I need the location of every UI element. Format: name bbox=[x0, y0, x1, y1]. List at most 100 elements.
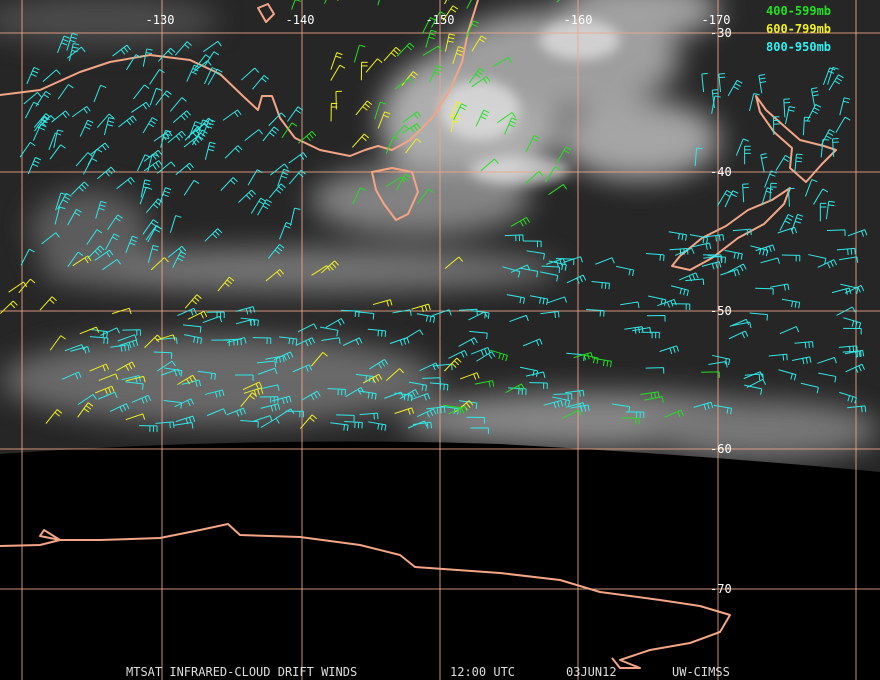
wind-barb bbox=[34, 115, 50, 132]
wind-barb bbox=[591, 281, 610, 290]
wind-barb bbox=[838, 256, 859, 263]
wind-barb bbox=[788, 187, 795, 207]
wind-barb bbox=[158, 187, 172, 205]
wind-barbs bbox=[0, 0, 868, 434]
wind-barb bbox=[818, 372, 837, 383]
wind-barb bbox=[186, 64, 200, 82]
wind-barb bbox=[778, 369, 797, 381]
wind-barb bbox=[139, 425, 158, 432]
wind-barb bbox=[750, 245, 769, 257]
wind-barb bbox=[156, 161, 176, 174]
wind-barb bbox=[75, 152, 93, 167]
wind-barb bbox=[422, 45, 442, 56]
wind-barb bbox=[458, 308, 478, 316]
wind-barb bbox=[842, 350, 862, 358]
wind-barb bbox=[335, 90, 342, 110]
wind-barb bbox=[71, 181, 89, 196]
wind-barb bbox=[416, 313, 436, 323]
wind-barb bbox=[250, 197, 267, 214]
wind-barb bbox=[840, 283, 859, 295]
wind-barb bbox=[112, 44, 131, 57]
wind-barb bbox=[269, 183, 286, 199]
wind-barb bbox=[407, 420, 428, 429]
wind-barb bbox=[448, 405, 468, 415]
wind-barb bbox=[794, 153, 803, 173]
wind-barb bbox=[426, 406, 446, 414]
wind-barb bbox=[429, 382, 449, 391]
wind-barb bbox=[143, 160, 163, 172]
wind-barb bbox=[267, 243, 285, 259]
wind-barb bbox=[566, 274, 587, 284]
wind-barb bbox=[184, 334, 203, 345]
wind-barb bbox=[94, 249, 114, 261]
wind-barb bbox=[724, 249, 743, 260]
wind-barb bbox=[836, 247, 856, 255]
wind-barb bbox=[126, 375, 146, 383]
wind-barb bbox=[845, 363, 865, 373]
wind-barb bbox=[727, 263, 747, 273]
wind-barb bbox=[819, 202, 827, 222]
wind-barb bbox=[72, 255, 92, 267]
wind-barb bbox=[425, 29, 437, 48]
footer: MTSAT INFRARED-CLOUD DRIFT WINDS 12:00 U… bbox=[126, 665, 730, 679]
wind-barb bbox=[182, 324, 202, 333]
wind-barb bbox=[670, 285, 689, 297]
wind-barb bbox=[211, 339, 230, 347]
wind-barb bbox=[172, 251, 187, 269]
wind-barb bbox=[67, 251, 84, 268]
wind-barb bbox=[718, 73, 726, 93]
lon-label: -150 bbox=[426, 13, 455, 27]
wind-barb bbox=[83, 158, 98, 175]
wind-barb bbox=[744, 384, 763, 395]
wind-barb bbox=[525, 171, 544, 184]
wind-barb bbox=[843, 327, 862, 335]
wind-barb bbox=[645, 367, 665, 374]
lat-label: -50 bbox=[710, 304, 732, 318]
wind-barb bbox=[139, 186, 153, 205]
wind-barb bbox=[265, 269, 284, 282]
wind-barb bbox=[252, 75, 269, 90]
wind-barb bbox=[257, 367, 278, 375]
wind-barb bbox=[749, 92, 760, 112]
wind-barb bbox=[160, 368, 181, 377]
wind-barb bbox=[459, 372, 480, 380]
wind-barb bbox=[341, 309, 360, 318]
wind-barb bbox=[222, 338, 242, 346]
wind-barb bbox=[794, 341, 814, 349]
wind-barb bbox=[252, 337, 272, 344]
wind-barb bbox=[187, 310, 208, 320]
wind-barb bbox=[271, 395, 292, 405]
wind-barb bbox=[45, 409, 63, 424]
wind-barb bbox=[260, 403, 281, 412]
wind-barb bbox=[289, 207, 301, 226]
wind-barb bbox=[442, 5, 459, 21]
wind-barb bbox=[392, 309, 412, 316]
wind-barb bbox=[659, 345, 680, 354]
wind-barb bbox=[525, 371, 546, 378]
wind-barb bbox=[394, 407, 415, 415]
wind-barb bbox=[155, 421, 175, 429]
wind-barb bbox=[188, 121, 202, 139]
wind-barb bbox=[779, 326, 800, 335]
wind-barb bbox=[770, 283, 790, 291]
wind-barb bbox=[156, 360, 176, 372]
wind-barb bbox=[169, 97, 187, 112]
footer-text: UW-CIMSS bbox=[672, 665, 730, 679]
wind-barb bbox=[458, 337, 478, 347]
wind-barb bbox=[365, 58, 383, 73]
wind-barb bbox=[452, 46, 465, 64]
wind-barb bbox=[240, 317, 259, 327]
wind-barb bbox=[844, 349, 865, 358]
wind-barb bbox=[832, 137, 839, 157]
wind-barb bbox=[743, 371, 764, 380]
wind-barb bbox=[839, 97, 851, 116]
wind-barb bbox=[181, 379, 202, 387]
wind-barb bbox=[504, 117, 518, 135]
wind-barb bbox=[595, 257, 615, 265]
wind-barb bbox=[556, 146, 572, 163]
wind-barb bbox=[344, 421, 363, 429]
wind-barb bbox=[98, 391, 118, 400]
wind-barb bbox=[448, 350, 468, 359]
wind-barb bbox=[142, 117, 158, 134]
